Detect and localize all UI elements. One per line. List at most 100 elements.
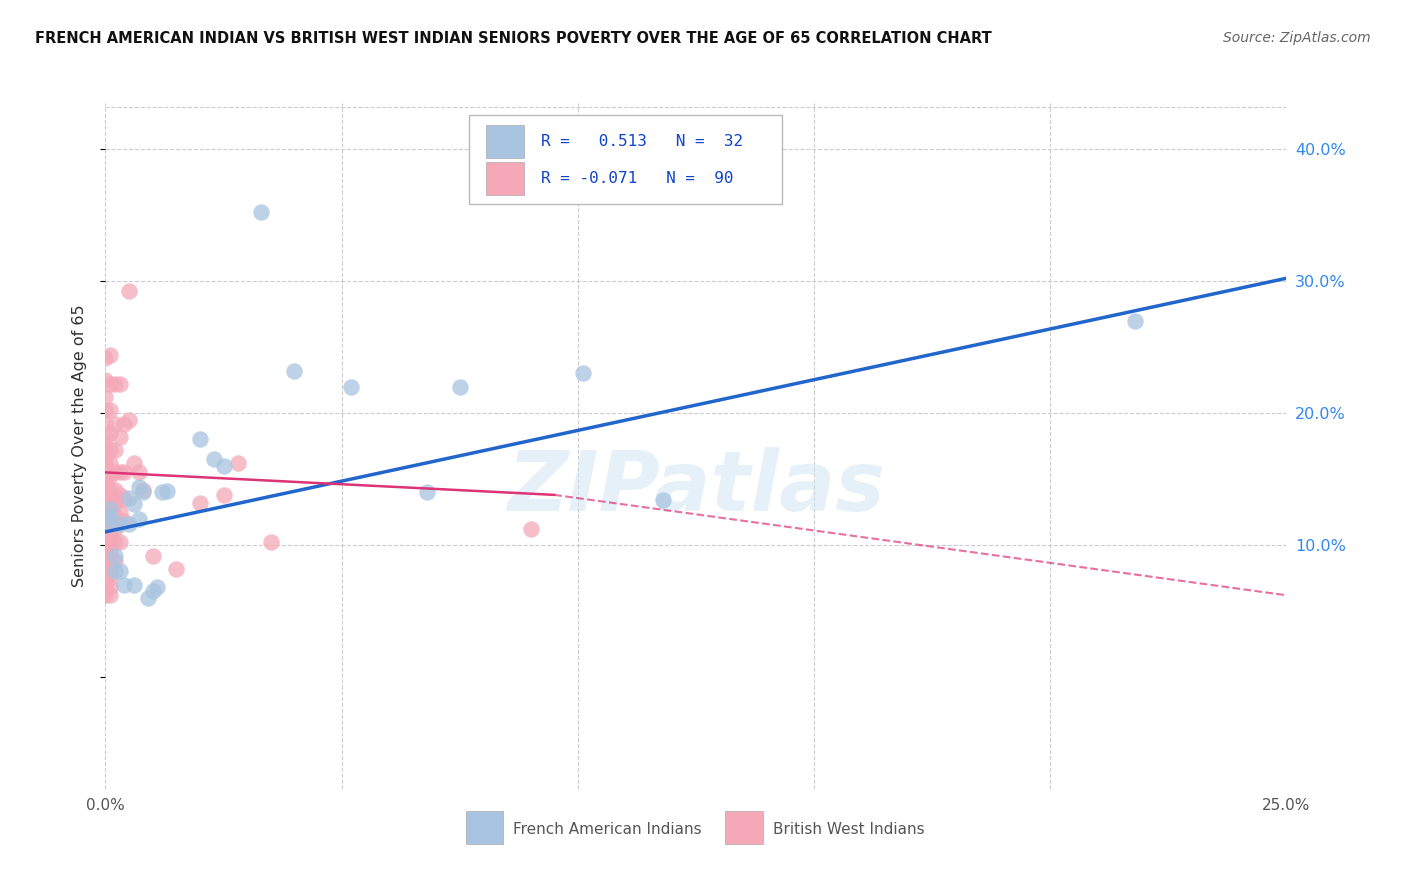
Y-axis label: Seniors Poverty Over the Age of 65: Seniors Poverty Over the Age of 65 <box>72 305 87 587</box>
Point <box>108 376 131 391</box>
Point <box>118 491 141 505</box>
Point <box>94 508 117 522</box>
Point <box>94 445 117 459</box>
Point <box>98 527 121 541</box>
Point <box>98 403 121 417</box>
Point <box>519 522 541 536</box>
Point <box>104 417 127 431</box>
Point <box>122 456 145 470</box>
Point <box>98 456 121 470</box>
Text: R = -0.071   N =  90: R = -0.071 N = 90 <box>541 170 734 186</box>
Point <box>98 510 121 524</box>
Point <box>94 582 117 597</box>
Point <box>142 584 165 599</box>
Point <box>94 453 117 467</box>
Point <box>98 376 121 391</box>
Point <box>165 562 187 576</box>
Point <box>94 588 117 602</box>
Point <box>212 488 235 502</box>
Point <box>98 469 121 483</box>
Point <box>128 511 150 525</box>
Point <box>104 442 127 457</box>
Point <box>94 502 117 516</box>
Point <box>94 403 117 417</box>
FancyBboxPatch shape <box>725 812 763 845</box>
Point <box>156 483 179 498</box>
Point <box>250 205 273 219</box>
Point <box>94 558 117 572</box>
Point <box>108 535 131 549</box>
Point <box>94 554 117 568</box>
FancyBboxPatch shape <box>485 125 523 158</box>
Point <box>98 348 121 362</box>
Point <box>94 494 117 508</box>
Point <box>118 285 141 299</box>
Point <box>94 577 117 591</box>
Point <box>94 534 117 549</box>
Point <box>94 351 117 365</box>
Point <box>415 485 437 500</box>
Point <box>260 535 283 549</box>
Point <box>98 516 121 531</box>
Point <box>128 480 150 494</box>
Point <box>98 501 121 516</box>
Point <box>226 456 249 470</box>
Point <box>104 549 127 563</box>
Text: French American Indians: French American Indians <box>513 822 702 837</box>
Point <box>94 417 117 431</box>
Point <box>98 425 121 440</box>
Point <box>94 526 117 541</box>
Point <box>104 565 127 579</box>
Point <box>94 521 117 535</box>
Point <box>94 567 117 582</box>
Text: FRENCH AMERICAN INDIAN VS BRITISH WEST INDIAN SENIORS POVERTY OVER THE AGE OF 65: FRENCH AMERICAN INDIAN VS BRITISH WEST I… <box>35 31 991 46</box>
Point <box>98 588 121 602</box>
Point <box>104 483 127 497</box>
Point <box>94 516 117 530</box>
Text: British West Indians: British West Indians <box>773 822 924 837</box>
Point <box>112 577 135 591</box>
Point <box>94 530 117 544</box>
Point <box>94 540 117 554</box>
Point <box>94 491 117 505</box>
Point <box>651 493 673 508</box>
Point <box>94 562 117 576</box>
Point <box>94 485 117 500</box>
Point <box>340 379 363 393</box>
FancyBboxPatch shape <box>470 115 782 204</box>
Point <box>108 466 131 480</box>
Point <box>98 508 121 523</box>
Point <box>98 442 121 457</box>
Point <box>104 376 127 391</box>
Point <box>94 468 117 483</box>
Point <box>94 473 117 487</box>
Text: Source: ZipAtlas.com: Source: ZipAtlas.com <box>1223 31 1371 45</box>
Point <box>112 466 135 480</box>
Point <box>112 491 135 506</box>
Point <box>122 497 145 511</box>
Point <box>104 535 127 549</box>
Point <box>142 549 165 563</box>
Point <box>108 516 131 531</box>
FancyBboxPatch shape <box>485 161 523 194</box>
Point <box>98 562 121 576</box>
Point <box>98 502 121 516</box>
Point <box>188 496 211 510</box>
Point <box>98 571 121 585</box>
Point <box>132 483 155 497</box>
Point <box>94 573 117 587</box>
Point <box>212 458 235 473</box>
Point <box>104 508 127 523</box>
Point <box>98 580 121 594</box>
Point <box>94 390 117 404</box>
Point <box>98 544 121 558</box>
Point <box>94 430 117 444</box>
Point <box>98 491 121 506</box>
Point <box>94 458 117 473</box>
Point <box>146 580 169 594</box>
Point <box>94 477 117 491</box>
Point <box>98 483 121 497</box>
Text: R =   0.513   N =  32: R = 0.513 N = 32 <box>541 134 744 149</box>
Point <box>283 364 305 378</box>
Point <box>108 488 131 502</box>
